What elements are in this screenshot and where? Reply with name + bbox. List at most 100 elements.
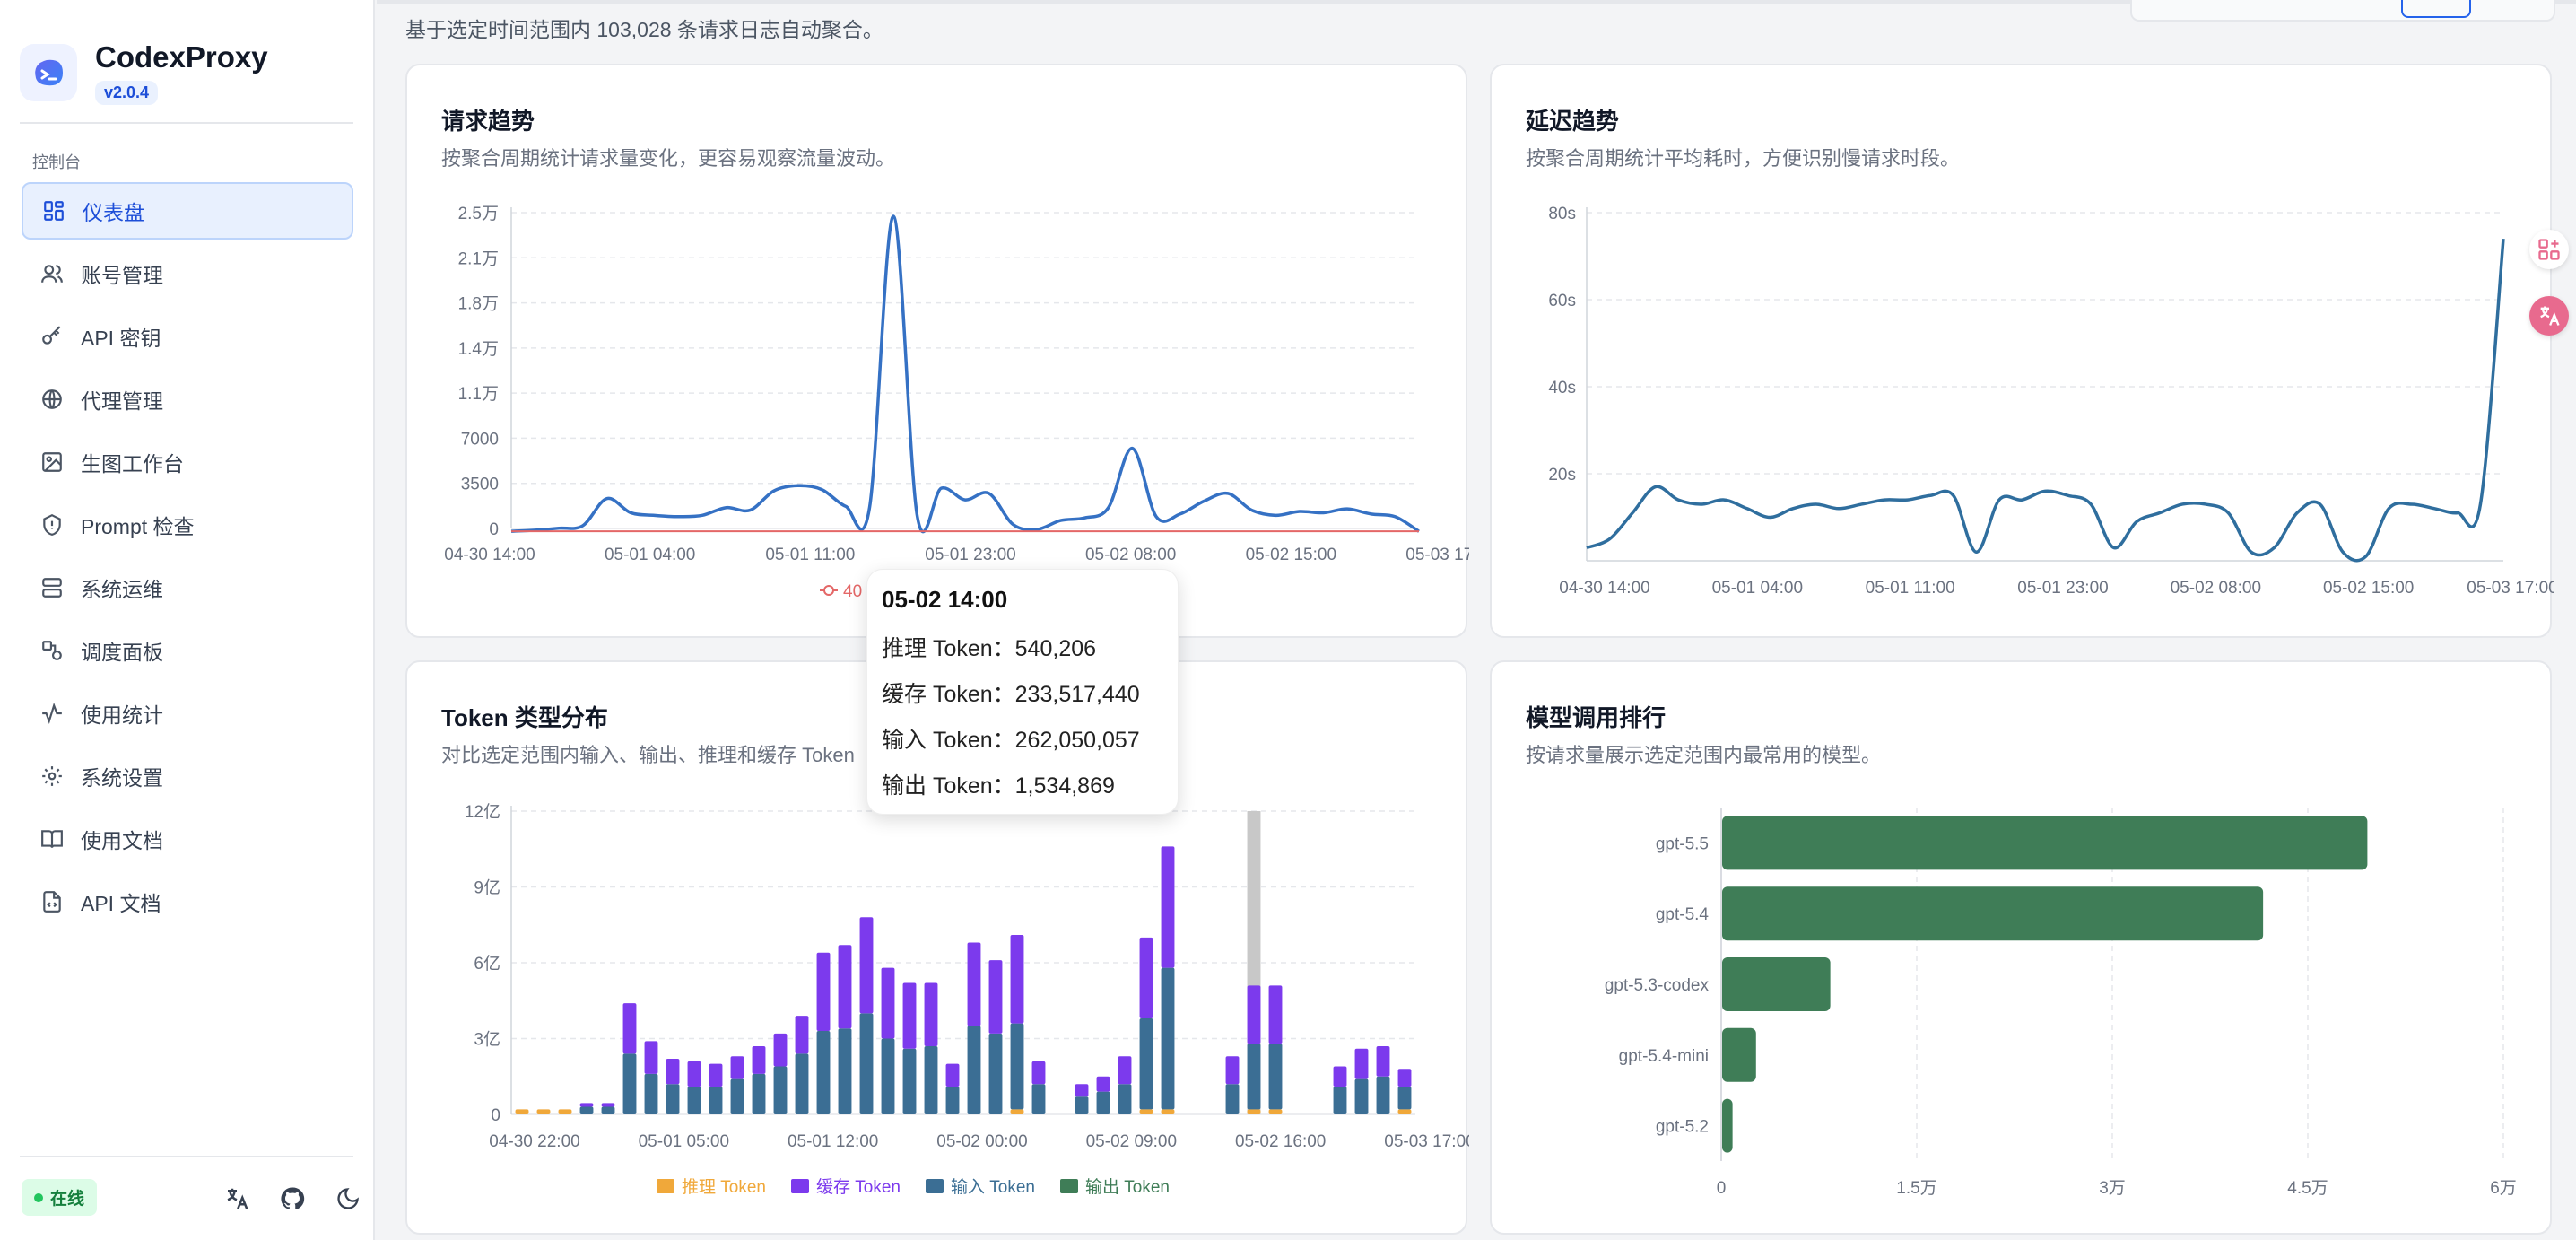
app-name: CodexProxy [95, 40, 268, 74]
token-bar-segment [1118, 1056, 1132, 1085]
add-widget-icon[interactable] [2529, 230, 2569, 269]
token-bar-segment [1268, 1109, 1283, 1114]
latency-trend-chart[interactable]: 80s 60s 40s 20s 04-30 14:00 05-01 04:00 05-01 … [1492, 65, 2554, 640]
time-range-option-active[interactable] [2401, 0, 2471, 18]
request-trend-card: 请求趋势 按聚合周期统计请求量变化，更容易观察流量波动。 0 3500 7000 1.… [405, 64, 1469, 640]
token-bar-segment [838, 945, 852, 1029]
y-tick-label: 1.8万 [458, 295, 499, 314]
sidebar-item-api-docs[interactable]: API 文档 [22, 873, 353, 930]
sidebar-item-label: Prompt 检查 [81, 515, 195, 538]
moon-icon[interactable] [330, 1181, 366, 1217]
translate-float-icon[interactable] [2529, 296, 2569, 336]
token-bar-segment [1247, 1044, 1261, 1110]
token-bar-segment [1075, 1084, 1089, 1097]
sidebar-item-image-studio[interactable]: 生图工作台 [22, 433, 353, 491]
token-bar-segment [1075, 1096, 1089, 1114]
token-bar-segment [902, 982, 917, 1049]
sidebar-item-settings[interactable]: 系统设置 [22, 747, 353, 805]
x-tick-label: 05-01 05:00 [639, 1132, 729, 1151]
sidebar-divider [20, 1156, 353, 1157]
legend-marker-dot [823, 585, 834, 596]
sidebar-item-usage[interactable]: 使用统计 [22, 685, 353, 742]
sidebar: CodexProxy v2.0.4 控制台 仪表盘 账号管理 API 密钥 代理… [0, 0, 375, 1240]
y-tick-label: 3500 [461, 476, 499, 494]
sidebar-item-prompt-check[interactable]: Prompt 检查 [22, 496, 353, 554]
request-trend-chart[interactable]: 0 3500 7000 1.1万 1.4万 1.8万 2.1万 2.5万 04-30 14:00… [407, 65, 1469, 640]
token-bar-segment [795, 1016, 809, 1054]
category-label: gpt-5.2 [1656, 1118, 1709, 1137]
sidebar-item-dashboard[interactable]: 仪表盘 [22, 182, 353, 240]
x-tick-label: 05-02 09:00 [1086, 1132, 1177, 1151]
token-bar-segment [1333, 1087, 1347, 1114]
y-tick-label: 1.4万 [458, 340, 499, 359]
sidebar-item-scheduler[interactable]: 调度面板 [22, 622, 353, 679]
x-tick-label: 05-01 23:00 [2017, 579, 2108, 598]
header-border [377, 0, 2576, 4]
github-icon[interactable] [274, 1181, 310, 1217]
sidebar-item-proxies[interactable]: 代理管理 [22, 371, 353, 428]
time-range-selector[interactable] [2130, 0, 2555, 22]
token-bar-segment [902, 1048, 917, 1114]
sidebar-item-ops[interactable]: 系统运维 [22, 559, 353, 616]
token-bar-segment [1397, 1109, 1412, 1114]
card-title: 延迟趋势 [1526, 108, 1620, 135]
token-bar-segment [601, 1106, 615, 1114]
x-tick-label: 05-03 17:00 [1384, 1132, 1469, 1151]
token-bar-segment [1161, 1109, 1175, 1114]
sidebar-item-label: API 密钥 [81, 327, 161, 350]
latency-series-line [1586, 238, 2505, 563]
category-label: gpt-5.4-mini [1619, 1047, 1709, 1066]
token-bar-segment [709, 1063, 723, 1087]
x-tick-label: 05-02 15:00 [1246, 546, 1336, 564]
token-bar-segment [579, 1106, 594, 1114]
model-ranking-chart[interactable]: 0 1.5万 3万 4.5万 6万 gpt-5.5 gpt-5.4 gpt-5.3-codex… [1492, 662, 2554, 1236]
token-bar-segment [1247, 1109, 1261, 1114]
token-bar-segment [1118, 1084, 1132, 1114]
image-icon [39, 450, 65, 475]
gear-icon [39, 764, 65, 789]
model-bar [1722, 957, 1831, 1011]
x-tick-label: 05-01 11:00 [765, 546, 855, 564]
token-bar-segment [515, 1109, 529, 1114]
token-bar-segment [924, 1045, 938, 1114]
dashboard-icon [41, 198, 66, 223]
model-ranking-card: 模型调用排行 按请求量展示选定范围内最常用的模型。 0 1.5万 3万 4.5万 6万 g… [1490, 660, 2552, 1235]
card-title: 模型调用排行 [1526, 704, 1667, 731]
translate-icon[interactable] [219, 1181, 255, 1217]
y-tick-label: 3亿 [474, 1030, 500, 1050]
token-distribution-chart[interactable]: 0 3亿 6亿 9亿 12亿 04-30 22:00 05-01 05:00 05-01 12… [407, 662, 1469, 1236]
model-bar [1722, 816, 2368, 870]
y-tick-label: 1.1万 [458, 385, 499, 404]
token-bar-segment [881, 1038, 895, 1114]
schedule-icon [39, 638, 65, 663]
sidebar-item-label: 系统运维 [81, 578, 163, 601]
file-code-icon [39, 889, 65, 914]
sidebar-divider [20, 122, 353, 124]
x-tick-label: 05-02 15:00 [2323, 579, 2414, 598]
x-tick-label: 05-02 16:00 [1235, 1132, 1326, 1151]
page-subtitle: 基于选定时间范围内 103,028 条请求日志自动聚合。 [405, 18, 883, 41]
brand[interactable]: CodexProxy v2.0.4 [20, 39, 268, 105]
sidebar-item-label: 代理管理 [81, 389, 163, 413]
card-title: 请求趋势 [441, 108, 535, 135]
sidebar-item-accounts[interactable]: 账号管理 [22, 245, 353, 302]
sidebar-item-label: 使用统计 [81, 703, 163, 727]
x-tick-label: 05-02 08:00 [2171, 579, 2261, 598]
x-tick-label: 6万 [2490, 1179, 2517, 1198]
token-bar-segment [666, 1059, 680, 1085]
x-tick-label: 4.5万 [2287, 1179, 2328, 1198]
sidebar-footer-actions [199, 1181, 366, 1217]
sidebar-item-api-keys[interactable]: API 密钥 [22, 308, 353, 365]
token-bar-segment [859, 917, 874, 1014]
token-bar-segment [1225, 1056, 1240, 1085]
legend-label: 输出 Token [1085, 1177, 1170, 1197]
status-label: 在线 [50, 1190, 85, 1209]
y-tick-label: 6亿 [474, 954, 500, 974]
model-bar [1722, 1098, 1733, 1153]
x-tick-label: 05-01 11:00 [1866, 579, 1955, 598]
book-icon [39, 826, 65, 851]
token-bar-segment [687, 1061, 701, 1087]
token-bar-segment [838, 1028, 852, 1114]
sidebar-item-docs[interactable]: 使用文档 [22, 810, 353, 868]
x-tick-label: 05-01 04:00 [1712, 579, 1803, 598]
